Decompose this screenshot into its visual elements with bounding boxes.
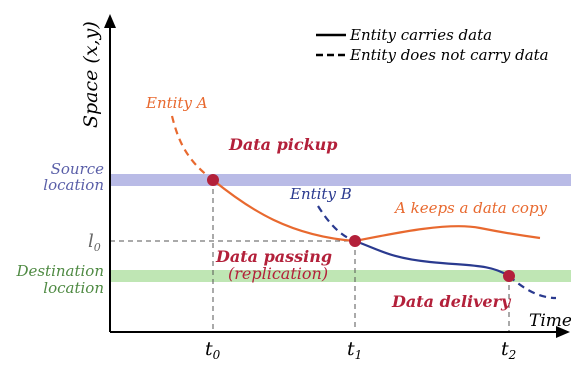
entity-b-dashed-path xyxy=(317,205,356,243)
legend-solid-label: Entity carries data xyxy=(349,26,492,44)
entity-a-label: Entity A xyxy=(145,94,208,112)
data-delivery-label: Data delivery xyxy=(391,292,512,311)
destination-location-label-line1: Destination xyxy=(15,262,104,280)
data-passing-label: Data passing xyxy=(215,247,332,266)
destination-location-label-line2: location xyxy=(43,279,104,297)
source-location-label-line1: Source xyxy=(51,160,105,178)
entity-b-solid-path xyxy=(354,239,510,277)
source-location-band xyxy=(110,174,571,186)
data-pickup-label: Data pickup xyxy=(228,135,337,154)
data-delivery-point xyxy=(503,270,515,282)
y-axis-arrow xyxy=(104,14,116,28)
entity-a-dashed-path xyxy=(170,115,214,181)
source-location-label-line2: location xyxy=(43,176,104,194)
destination-location-band xyxy=(110,270,571,282)
entity-a-copy-path xyxy=(354,225,541,243)
x-axis-arrow xyxy=(556,326,570,338)
tick-t0: t0 xyxy=(205,338,221,360)
l0-label: l0 xyxy=(88,231,101,254)
data-pickup-point xyxy=(207,174,219,186)
entity-a-solid-path xyxy=(212,179,356,243)
data-passing-point xyxy=(349,235,361,247)
data-passing-sublabel: (replication) xyxy=(228,264,328,283)
entity-b-label: Entity B xyxy=(289,185,352,203)
x-axis-label: Time xyxy=(529,311,571,331)
legend-dashed-label: Entity does not carry data xyxy=(349,46,549,64)
tick-t2: t2 xyxy=(501,338,516,360)
tick-t1: t1 xyxy=(347,338,362,360)
entity-a-copy-label: A keeps a data copy xyxy=(393,199,548,217)
y-axis-label: Space (x,y) xyxy=(80,21,102,128)
